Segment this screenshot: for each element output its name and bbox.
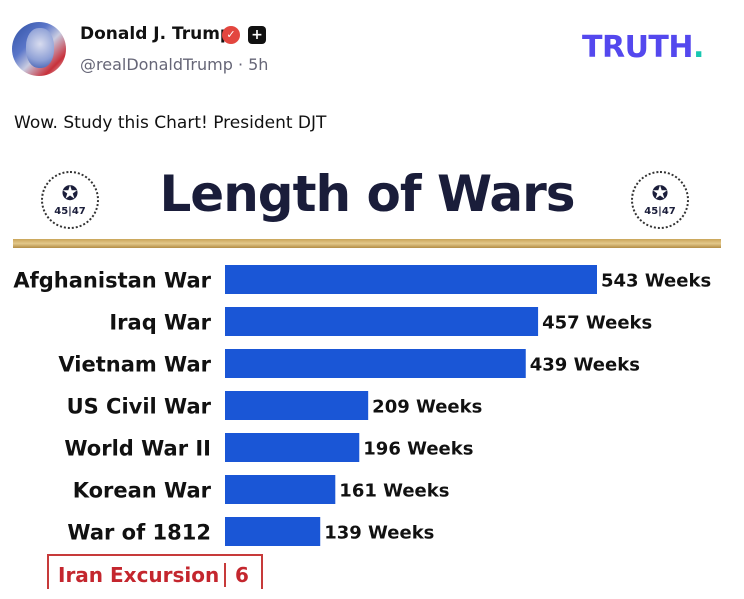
avatar[interactable]	[12, 22, 66, 76]
category-label: Korean War	[73, 479, 212, 503]
category-label: Afghanistan War	[13, 269, 211, 293]
highlight-category-label: Iran Excursion	[58, 563, 219, 587]
bar	[225, 433, 360, 462]
bar	[225, 391, 369, 420]
value-label: 209 Weeks	[372, 397, 482, 418]
eagle-icon: ✪	[651, 181, 669, 205]
chart-image[interactable]: ✪ 45|47 Length of Wars ✪ 45|47 Afghanist…	[13, 163, 721, 589]
handle-line: @realDonaldTrump · 5h	[80, 55, 268, 74]
plus-badge-icon: +	[248, 26, 266, 44]
seal-number: 45|47	[644, 206, 676, 217]
value-label: 139 Weeks	[324, 523, 434, 544]
brand-dot: .	[693, 30, 704, 65]
highlight-box	[47, 554, 263, 589]
highlight-value-label: 6	[235, 563, 249, 587]
eagle-icon: ✪	[61, 181, 79, 205]
post-time[interactable]: 5h	[248, 55, 269, 74]
bar	[225, 517, 321, 546]
gold-divider	[13, 239, 721, 248]
handle[interactable]: @realDonaldTrump	[80, 55, 233, 74]
category-label: World War II	[64, 437, 211, 461]
seal-number: 45|47	[54, 206, 86, 217]
separator: ·	[232, 55, 249, 74]
chart-title: Length of Wars	[159, 165, 575, 223]
bar	[225, 307, 539, 336]
category-label: War of 1812	[67, 521, 211, 545]
avatar-portrait	[26, 28, 54, 68]
value-label: 196 Weeks	[363, 439, 473, 460]
truth-logo[interactable]: TRUTH.	[582, 30, 704, 65]
presidential-seal-icon: ✪ 45|47	[631, 171, 689, 229]
presidential-seal-icon: ✪ 45|47	[41, 171, 99, 229]
display-name[interactable]: Donald J. Trump	[80, 24, 233, 44]
value-label: 543 Weeks	[601, 271, 711, 292]
category-label: Iraq War	[109, 311, 211, 335]
bar	[225, 349, 526, 378]
verified-badge-icon: ✓	[222, 26, 240, 44]
bar	[225, 265, 597, 294]
bar-chart: Afghanistan War 543 Weeks Iraq War 457 Week…	[13, 265, 711, 589]
value-label: 439 Weeks	[530, 355, 640, 376]
post-text: Wow. Study this Chart! President DJT	[14, 113, 327, 133]
bar	[225, 475, 336, 504]
category-label: Vietnam War	[58, 353, 211, 377]
value-label: 457 Weeks	[542, 313, 652, 334]
brand-text: TRUTH	[582, 30, 694, 65]
category-label: US Civil War	[67, 395, 212, 419]
value-label: 161 Weeks	[339, 481, 449, 502]
